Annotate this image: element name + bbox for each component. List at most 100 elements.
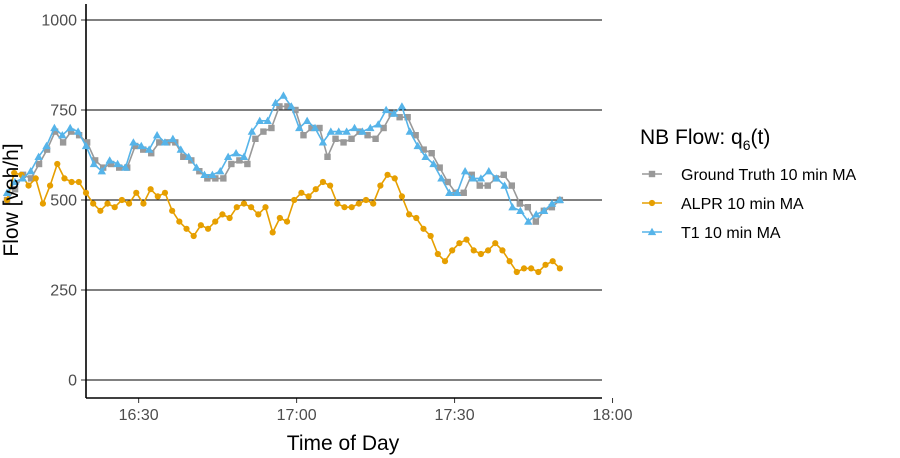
t1-point <box>271 98 280 106</box>
alpr-point <box>456 240 463 247</box>
alpr-point <box>204 225 212 232</box>
alpr-point <box>427 232 434 240</box>
t1-point <box>231 149 241 157</box>
legend-item-alpr: ALPR 10 min MA <box>642 196 804 213</box>
ground-truth-point <box>220 175 227 182</box>
ground-truth-point <box>532 218 540 225</box>
alpr-point <box>305 193 312 200</box>
ground-truth-point <box>396 114 403 121</box>
legend-label: ALPR 10 min MA <box>681 196 804 213</box>
alpr-point <box>233 204 240 211</box>
t1-point <box>137 141 146 150</box>
t1-point <box>492 174 501 182</box>
alpr-point <box>3 196 11 204</box>
t1-point <box>26 167 35 175</box>
ground-truth-point <box>324 153 331 160</box>
alpr-point <box>528 265 535 272</box>
alpr-point <box>140 200 147 207</box>
ground-truth-point <box>204 175 211 182</box>
t1-line <box>6 94 561 223</box>
t1-point <box>184 152 193 160</box>
alpr-point <box>75 178 82 186</box>
ground-truth-point <box>508 182 516 189</box>
ground-truth-point <box>404 114 411 121</box>
alpr-point <box>420 225 427 232</box>
alpr-point <box>219 211 226 218</box>
alpr-point <box>248 204 255 211</box>
t1-point <box>524 217 533 225</box>
t1-point <box>531 210 541 218</box>
ground-truth-point <box>548 204 556 211</box>
alpr-point <box>25 182 32 189</box>
t1-point <box>381 105 391 114</box>
alpr-point <box>549 258 556 265</box>
ground-truth-point <box>35 160 43 168</box>
t1-point <box>73 127 83 135</box>
alpr-point <box>212 218 219 225</box>
ground-truth-point <box>356 128 363 135</box>
alpr-point <box>449 247 456 254</box>
t1-point <box>389 109 399 117</box>
t1-point <box>18 174 28 182</box>
legend-label: T1 10 min MA <box>681 225 781 242</box>
ground-truth-point <box>27 175 35 182</box>
alpr-point <box>477 250 484 258</box>
ground-truth-point <box>83 139 91 146</box>
t1-point <box>437 174 446 182</box>
alpr-point <box>104 200 111 207</box>
alpr-point <box>82 189 90 196</box>
alpr-point <box>262 204 269 211</box>
t1-point <box>350 123 359 132</box>
alpr-point <box>32 175 39 182</box>
t1-point <box>50 123 59 132</box>
ground-truth-point <box>444 178 451 186</box>
ground-truth-point <box>516 200 524 207</box>
t1-point <box>247 127 257 135</box>
ground-truth-point <box>132 142 139 150</box>
t1-point <box>81 141 91 150</box>
alpr-point <box>413 214 420 222</box>
x-tick-label: 17:00 <box>277 407 317 424</box>
t1-point <box>366 123 375 132</box>
t1-point <box>468 174 478 182</box>
ground-truth-point <box>59 139 67 146</box>
ground-truth-point <box>468 171 475 178</box>
t1-point <box>58 131 67 139</box>
alpr-point <box>39 200 47 207</box>
ground-truth-point <box>252 135 259 142</box>
y-tick-label: 750 <box>50 103 77 120</box>
ground-truth-point <box>156 139 163 146</box>
alpr-point <box>391 175 398 182</box>
alpr-point <box>434 250 441 258</box>
alpr-point <box>169 207 176 214</box>
t1-point <box>421 152 430 160</box>
alpr-point <box>97 207 104 214</box>
ground-truth-point <box>340 139 347 146</box>
legend-title: NB Flow: q6(t) <box>640 126 770 153</box>
ground-truth-point <box>484 182 491 189</box>
alpr-point <box>147 186 154 193</box>
y-tick-label: 250 <box>50 283 77 300</box>
t1-series <box>2 91 565 225</box>
legend-title-main: NB Flow: q <box>640 126 743 149</box>
alpr-point <box>176 218 183 225</box>
ground-truth-point <box>412 132 419 139</box>
t1-point <box>358 127 367 135</box>
ground-truth-point <box>436 164 443 171</box>
ground-truth-point <box>380 124 387 132</box>
axes <box>81 4 614 403</box>
alpr-point <box>542 261 549 268</box>
ground-truth-point <box>228 160 235 168</box>
alpr-point <box>54 160 61 168</box>
alpr-point <box>441 258 449 265</box>
alpr-point <box>484 247 492 254</box>
ground-truth-point <box>284 103 291 110</box>
t1-point <box>295 123 304 132</box>
ground-truth-point <box>67 128 75 135</box>
t1-point <box>413 141 422 150</box>
alpr-point <box>47 182 54 189</box>
alpr-point <box>197 222 204 229</box>
ground-truth-line <box>6 105 561 224</box>
alpr-point <box>183 225 190 232</box>
